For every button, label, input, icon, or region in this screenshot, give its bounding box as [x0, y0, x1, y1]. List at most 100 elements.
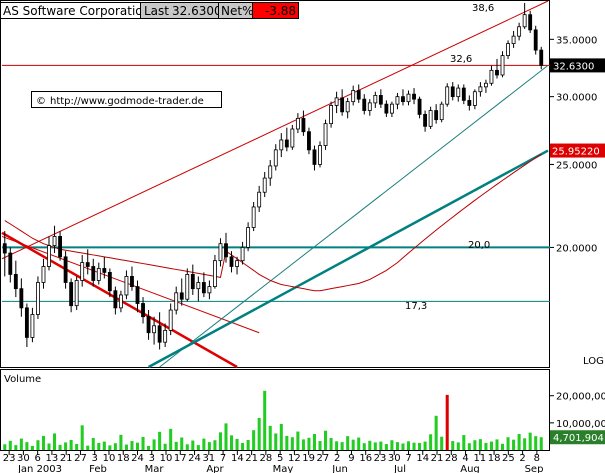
- candle-layer: [2, 2, 544, 350]
- volume-bar: [102, 441, 106, 450]
- date-tick-label: 2: [519, 453, 525, 464]
- candle-body: [58, 236, 62, 258]
- volume-bar: [357, 437, 361, 450]
- volume-bar: [257, 417, 261, 450]
- month-label: Jun: [331, 464, 348, 473]
- moving-average-badge: 25.95220: [550, 143, 605, 158]
- candle-body: [284, 139, 289, 148]
- candle-body: [63, 256, 68, 283]
- volume-bar: [246, 439, 250, 450]
- volume-bar: [263, 390, 267, 450]
- candle-body: [146, 316, 151, 334]
- candle-body: [472, 91, 477, 106]
- candle-body: [168, 309, 173, 331]
- volume-bar: [113, 443, 117, 450]
- volume-bar: [147, 445, 151, 450]
- candle-body: [373, 95, 378, 104]
- candle-body: [290, 128, 295, 148]
- volume-bar: [451, 441, 455, 450]
- date-tick-label: 14: [231, 453, 244, 464]
- volume-bar: [185, 444, 189, 450]
- candle-body: [201, 282, 206, 294]
- candle-body: [378, 95, 383, 105]
- volume-bar: [97, 442, 101, 450]
- volume-bar: [473, 440, 477, 450]
- volume-bar: [196, 445, 200, 450]
- candle-body: [367, 102, 372, 111]
- uptrend-line-thin: [159, 65, 549, 368]
- company-name: AS Software Corporation: [3, 4, 150, 18]
- price-panel-frame: [0, 0, 550, 368]
- watermark-box: [31, 91, 222, 108]
- candle-body: [478, 86, 483, 93]
- candle-body: [489, 69, 494, 84]
- volume-bar: [434, 415, 438, 450]
- volume-label: Volume: [4, 374, 41, 385]
- date-tick-label: 27: [317, 453, 330, 464]
- volume-bar: [69, 439, 73, 450]
- volume-bar: [418, 442, 422, 450]
- volume-bar: [285, 435, 289, 450]
- candle-body: [240, 247, 245, 262]
- month-label: Sep: [525, 464, 544, 473]
- candle-body: [467, 99, 472, 106]
- volume-bar: [19, 438, 23, 450]
- date-tick-label: 21: [245, 453, 258, 464]
- level-label-20-0: 20,0: [468, 240, 490, 251]
- candle-body: [445, 86, 450, 105]
- candle-body: [229, 256, 234, 267]
- copyright-icon: ©: [36, 96, 46, 107]
- candle-body: [500, 55, 505, 76]
- level-label-17-3: 17,3: [405, 301, 427, 312]
- candle-body: [439, 103, 444, 121]
- volume-bar: [202, 438, 206, 450]
- candle-body: [213, 260, 217, 287]
- volume-bar: [30, 445, 34, 450]
- candle-body: [312, 149, 317, 165]
- volume-bar: [36, 440, 40, 450]
- candle-body: [389, 103, 394, 114]
- volume-badge-text: 4,701,904: [553, 433, 604, 444]
- date-tick-label: 5: [277, 453, 283, 464]
- volume-tick-label: 10,000,000: [556, 419, 605, 430]
- candle-body: [301, 117, 306, 133]
- price-axis: 35.0000 30.0000 25.0000 20.0000: [550, 35, 597, 254]
- volume-bar: [395, 442, 399, 450]
- volume-bar: [241, 442, 245, 450]
- candle-body: [130, 276, 134, 287]
- candle-body: [307, 131, 311, 151]
- volume-bar: [335, 441, 339, 450]
- last-price-badge: 32.6300: [550, 58, 605, 73]
- month-label: Apr: [206, 464, 224, 473]
- volume-bar: [539, 437, 543, 450]
- price-tick-label: 25.0000: [556, 160, 597, 171]
- last-label: Last: [144, 4, 169, 18]
- volume-bar: [456, 442, 460, 450]
- volume-bar: [25, 442, 29, 450]
- volume-bar: [296, 431, 300, 450]
- volume-bar: [213, 440, 217, 450]
- candle-body: [456, 87, 461, 98]
- candle-body: [174, 292, 179, 311]
- candle-body: [179, 292, 184, 300]
- candle-body: [124, 276, 129, 296]
- candle-body: [417, 98, 422, 115]
- volume-bar: [301, 439, 305, 450]
- last-value: 32.6300: [172, 4, 222, 18]
- date-tick-label: 18: [117, 453, 130, 464]
- candle-body: [218, 243, 223, 262]
- date-tick-label: 24: [131, 453, 144, 464]
- candle-body: [351, 90, 356, 103]
- month-label: Feb: [89, 464, 107, 473]
- date-tick-label: 7: [405, 453, 411, 464]
- candle-body: [517, 26, 522, 37]
- netpct-label: Net%: [221, 4, 253, 18]
- volume-bar: [318, 441, 322, 450]
- date-tick-label: 17: [174, 453, 187, 464]
- candle-body: [74, 280, 79, 307]
- trendline-layer: [1, 0, 550, 369]
- date-tick-label: 25: [502, 453, 515, 464]
- volume-bar: [75, 444, 79, 450]
- candle-body: [196, 282, 201, 290]
- candle-body: [329, 105, 333, 125]
